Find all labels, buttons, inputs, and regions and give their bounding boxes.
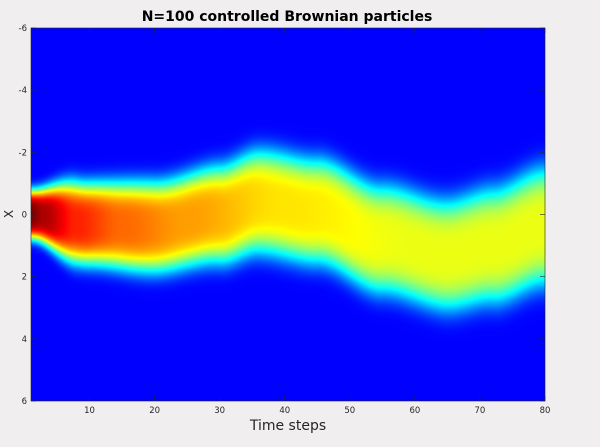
y-axis-ticks: -6 -4 -2 0 2 4 6 (19, 24, 545, 407)
x-tick-label: 40 (279, 406, 290, 416)
heatmap-image (31, 28, 545, 401)
chart-title: N=100 controlled Brownian particles (142, 9, 433, 25)
y-tick-label: 0 (22, 211, 27, 221)
y-tick-label: -4 (19, 86, 27, 96)
heatmap-container (31, 28, 545, 401)
y-tick-label: 6 (22, 397, 27, 407)
y-tick-label: 4 (22, 335, 27, 345)
x-tick-label: 60 (409, 406, 420, 416)
x-tick-label: 80 (540, 406, 551, 416)
y-tick-label: -6 (19, 24, 27, 34)
x-axis-label: Time steps (249, 418, 326, 434)
x-tick-label: 30 (214, 406, 225, 416)
x-tick-label: 50 (344, 406, 355, 416)
y-tick-label: -2 (19, 148, 27, 158)
x-tick-label: 70 (475, 406, 486, 416)
x-tick-label: 20 (149, 406, 160, 416)
x-axis-ticks: 10 20 30 40 50 60 70 80 (84, 28, 550, 416)
y-axis-label: X (2, 210, 16, 218)
y-tick-label: 2 (22, 273, 27, 283)
x-tick-label: 10 (84, 406, 95, 416)
